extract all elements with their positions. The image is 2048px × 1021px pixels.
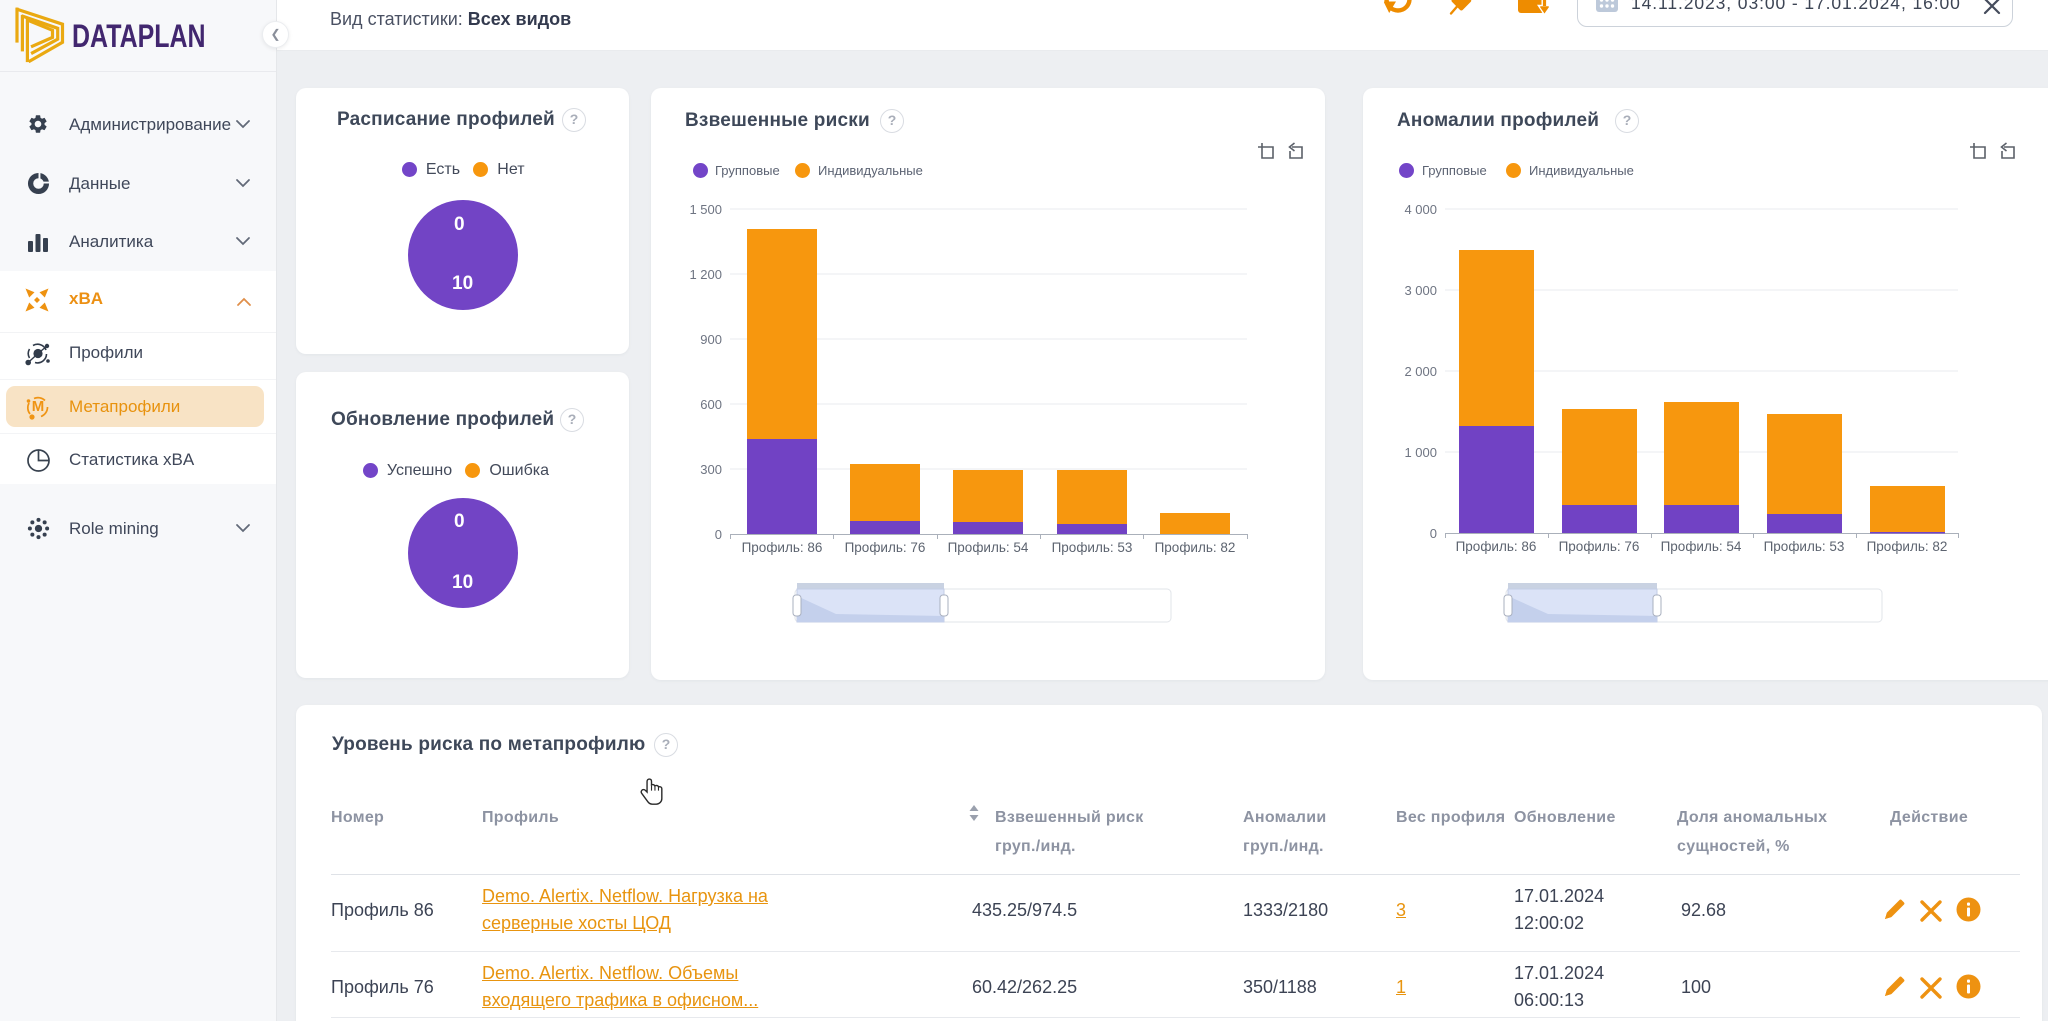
svg-text:1 500: 1 500 <box>689 202 722 217</box>
svg-text:1 200: 1 200 <box>689 267 722 282</box>
svg-text:M: M <box>32 398 45 415</box>
svg-text:Профиль: 54: Профиль: 54 <box>1661 539 1742 554</box>
svg-text:3 000: 3 000 <box>1404 283 1437 298</box>
svg-text:2 000: 2 000 <box>1404 364 1437 379</box>
svg-text:Профиль: 54: Профиль: 54 <box>948 540 1029 555</box>
svg-text:Профиль: 53: Профиль: 53 <box>1764 539 1845 554</box>
svg-text:4 000: 4 000 <box>1404 202 1437 217</box>
svg-text:600: 600 <box>700 397 722 412</box>
svg-text:Профиль: 82: Профиль: 82 <box>1867 539 1948 554</box>
svg-text:Профиль: 76: Профиль: 76 <box>845 540 926 555</box>
svg-text:Профиль: 86: Профиль: 86 <box>1456 539 1537 554</box>
svg-text:Профиль: 76: Профиль: 76 <box>1559 539 1640 554</box>
svg-text:Профиль: 82: Профиль: 82 <box>1155 540 1236 555</box>
svg-text:0: 0 <box>1430 526 1437 541</box>
svg-text:300: 300 <box>700 462 722 477</box>
svg-text:0: 0 <box>715 527 722 542</box>
svg-text:Профиль: 53: Профиль: 53 <box>1052 540 1133 555</box>
svg-text:900: 900 <box>700 332 722 347</box>
svg-text:Профиль: 86: Профиль: 86 <box>742 540 823 555</box>
svg-text:1 000: 1 000 <box>1404 445 1437 460</box>
